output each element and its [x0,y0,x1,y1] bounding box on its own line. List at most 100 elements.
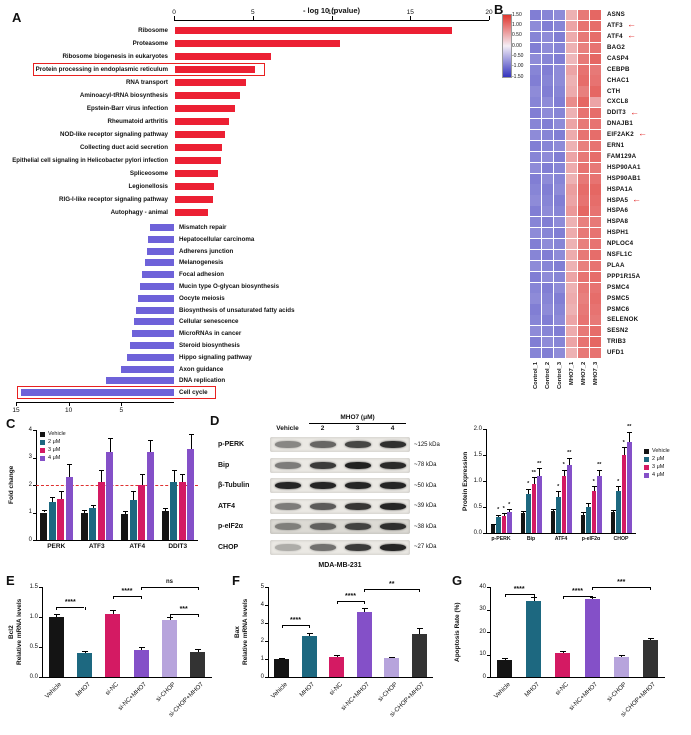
blot-band [309,441,336,448]
y-tick-mark [265,641,268,642]
heatmap-cell [578,173,590,184]
heatmap-cell [530,53,542,64]
blot-band [379,441,406,448]
error-bar [623,447,625,455]
gene-label: PSMC6 [607,305,630,313]
sig-star: * [527,481,530,488]
heatmap-cell [566,238,578,250]
molecular-weight-label: ~27 kDa [414,544,437,550]
bottom-axis-tick-label: 10 [65,407,73,414]
bar [496,517,501,533]
panel-c: C 0 1 2 3 4 Fold change PERK ATF3 ATF4 DDIT3 Vehic… [6,416,208,573]
sig-bracket-tick [197,587,199,590]
sig-star: * [617,478,620,485]
error-cap [501,513,507,515]
blot-strip [270,519,410,534]
bar [77,653,92,677]
heatmap-cell [554,162,566,173]
heatmap-cell [530,119,542,130]
bar [356,612,372,677]
pathway-label-up: Ribosome biogenesis in eukaryotes [6,51,168,62]
heatmap-cell [542,10,554,21]
heatmap-cell [530,282,542,293]
sig-star: ** [531,469,536,476]
molecular-weight-label: ~39 kDa [414,503,437,509]
legend-label: 4 μM [652,472,665,478]
down-bar [21,389,174,397]
error-cap [195,649,202,651]
colorbar-tick-label: 0.00 [512,42,522,49]
error-bar [182,474,183,483]
top-axis-tick [410,16,412,20]
heatmap-cell [578,304,590,315]
error-bar [56,614,58,617]
heatmap-cell [542,228,554,239]
y-tick-mark [39,587,42,588]
y-tick-label: 30 [479,606,486,612]
bar [526,600,542,677]
heatmap-cell [590,304,602,315]
up-bar [175,209,209,216]
y-tick-label: 1.5 [29,583,38,590]
fold-change-grouped-bar-chart: 0 1 2 3 4 Fold change PERK ATF3 ATF4 DDIT3 Vehicle… [6,416,208,573]
heatmap-cell [566,293,578,304]
sig-bracket-tick [592,596,594,599]
bar [89,508,96,540]
treatment-header: MHO7 (μM) [340,414,375,421]
lane-header-vehicle: Vehicle [276,425,299,432]
heatmap-cell [578,228,590,239]
legend-swatch [644,449,649,454]
sig-label: **** [572,588,583,595]
y-tick-label: 2 [28,481,32,488]
down-bar [136,306,174,314]
heatmap-cell [530,228,542,239]
heatmap-cell [542,31,554,43]
error-cap [138,647,145,648]
error-cap [610,509,616,511]
heatmap-cell [554,326,566,337]
sig-bracket-tick [197,614,199,617]
error-cap [591,486,597,488]
heatmap-cell [530,315,542,326]
pathway-label-up: NOD-like receptor signaling pathway [6,129,168,140]
up-bar [175,105,235,112]
panel-b-label: B [494,2,504,17]
heatmap-cell [590,206,602,217]
sig-star: ** [537,460,542,467]
pathway-label-text: Biosynthesis of unsaturated fatty acids [179,306,295,314]
y-tick-mark [487,654,490,656]
heatmap-cell [530,249,542,261]
bar [48,617,64,677]
sig-bracket [141,587,198,588]
heatmap-cell [578,140,590,152]
down-bar [147,235,174,243]
legend-label: 4 μM [48,455,61,461]
bar [80,512,88,540]
column-label: Control_2 [545,361,551,389]
heatmap-cell [542,129,554,141]
error-bar [60,490,62,499]
bar [105,614,121,677]
up-bar [175,79,246,86]
bar [597,475,602,533]
error-cap [41,510,47,512]
error-cap [580,512,586,514]
gene-label: HSPA5 [607,196,629,204]
sig-label: **** [513,586,525,594]
gene-label: HSPA8 [607,218,629,226]
down-bar [121,365,174,373]
gene-label: NPLOC4 [607,240,634,248]
legend-swatch [40,440,45,445]
heatmap-cell [530,326,542,337]
bar [161,511,169,540]
gene-arrow-icon: ← [638,128,647,139]
heatmap-cell [530,64,542,75]
blot-band [344,461,371,469]
pathway-label-up: Legionellosis [6,181,168,192]
heatmap-cell [578,86,590,97]
sig-bracket [281,624,310,626]
error-cap [507,509,513,511]
error-bar [141,474,143,485]
bar [170,482,177,540]
legend-label: 2 μM [48,439,61,445]
